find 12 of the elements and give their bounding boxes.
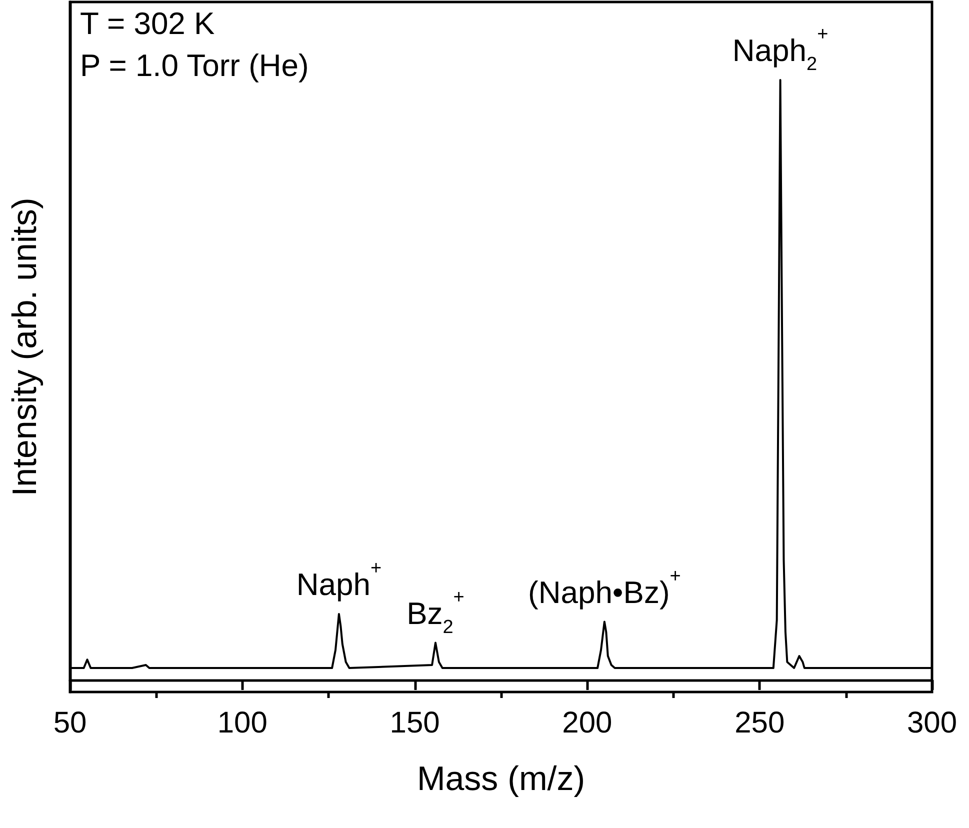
x-tick-label: 100: [217, 706, 268, 740]
x-tick-label: 150: [390, 706, 440, 740]
x-axis-title: Mass (m/z): [416, 760, 586, 798]
annotation: P = 1.0 Torr (He): [80, 48, 309, 83]
x-tick-label: 300: [906, 706, 958, 740]
x-tick-label: 50: [53, 706, 87, 740]
x-tick-label: 250: [734, 706, 785, 740]
text: T = 302 K: [80, 6, 216, 41]
x-tick-label: 200: [562, 706, 612, 740]
annotation: (Naph•Bz)+: [528, 566, 681, 610]
annotation: Naph+: [296, 558, 382, 602]
y-axis-title: Intensity (arb. units): [6, 198, 44, 496]
